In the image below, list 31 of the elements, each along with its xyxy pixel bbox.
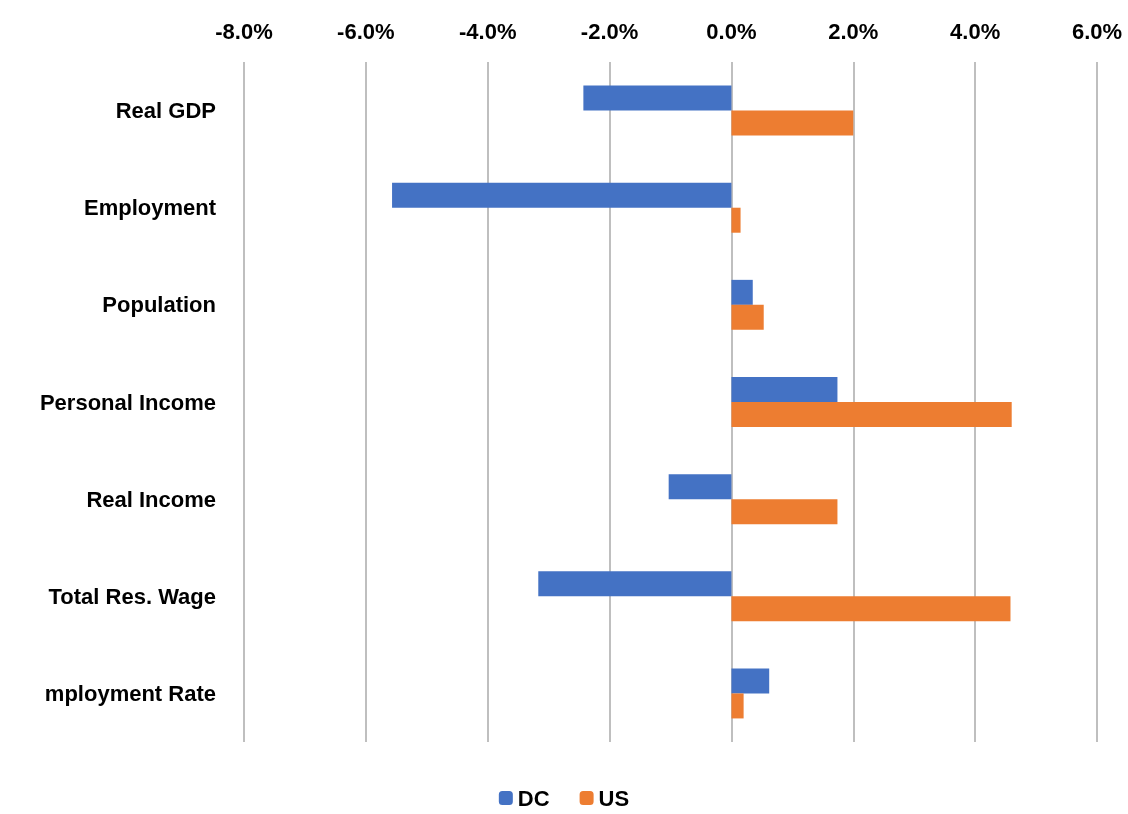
bar	[731, 596, 1011, 622]
x-tick-label: 2.0%	[828, 18, 879, 44]
bar	[583, 85, 732, 111]
x-tick-label: -6.0%	[337, 18, 395, 44]
bar	[731, 279, 753, 305]
x-tick-label: 0.0%	[706, 18, 757, 44]
y-tick-label: Real GDP	[115, 98, 216, 124]
y-tick-label: Personal Income	[39, 389, 216, 415]
bar	[668, 474, 732, 500]
x-tick-label: -8.0%	[215, 18, 273, 44]
x-tick-label: -4.0%	[458, 18, 517, 44]
bar	[731, 207, 741, 233]
y-tick-label: Total Res. Wage	[48, 583, 216, 609]
x-tick-label: 6.0%	[1071, 18, 1123, 44]
bar	[538, 571, 732, 597]
bar	[731, 110, 854, 136]
y-tick-label: mployment Rate	[44, 680, 216, 706]
bar	[731, 377, 838, 402]
x-tick-label: 4.0%	[950, 18, 1001, 44]
x-tick-label: -2.0%	[580, 18, 639, 44]
legend-label: DC	[517, 785, 550, 811]
y-tick-label: Employment	[83, 195, 217, 221]
y-tick-label: Population	[102, 292, 216, 318]
bar	[392, 182, 732, 208]
y-tick-label: Real Income	[86, 486, 216, 512]
bar	[731, 693, 744, 719]
bar	[731, 304, 764, 330]
bar	[731, 402, 1012, 427]
bar	[731, 499, 838, 525]
legend-label: US	[598, 785, 630, 811]
bar	[731, 668, 770, 694]
